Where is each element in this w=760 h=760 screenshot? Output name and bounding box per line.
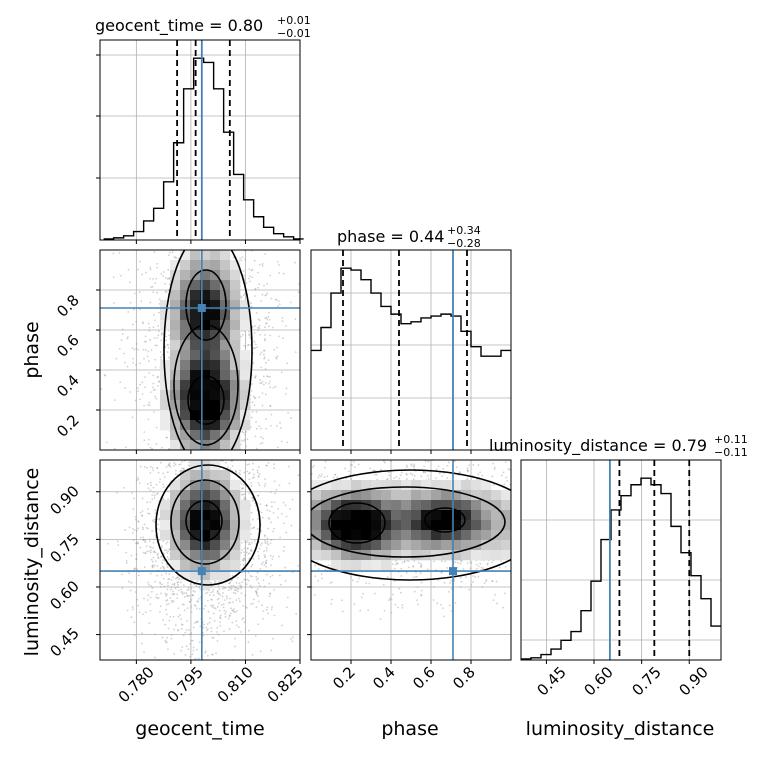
ld-vs-geocent-contour — [185, 500, 223, 542]
ytick-ld-0.75: 0.75 — [46, 530, 82, 566]
xlabel-phase: phase — [381, 718, 438, 740]
xtick-phase-0.8: 0.8 — [449, 663, 479, 693]
geocent-time-histogram-panel — [96, 39, 304, 244]
geocent-time-title-sup: +0.01 — [277, 14, 311, 27]
geocent-time-hist-frame — [99, 39, 301, 241]
luminosity-distance-histogram-panel — [520, 459, 722, 664]
ld-vs-phase-contour — [328, 502, 386, 544]
phase-title: phase = 0.44 — [337, 227, 444, 246]
ytick-ld-0.90: 0.90 — [46, 482, 82, 518]
phase-vs-geocent-time-panel — [96, 249, 301, 454]
ld-vs-phase-density — [311, 480, 511, 571]
phase-hist-histogram-step — [311, 267, 511, 357]
xtick-geo-0.810: 0.810 — [214, 663, 257, 706]
ld-vs-phase-plot-area — [311, 460, 511, 660]
ytick-phase-0.6: 0.6 — [53, 331, 83, 361]
ld-vs-phase-truth-marker — [449, 567, 457, 576]
xtick-geo-0.780: 0.780 — [115, 663, 158, 706]
ylabel-phase: phase — [21, 321, 43, 378]
phase-hist-frame — [310, 249, 512, 451]
ld-vs-phase-frame — [310, 459, 512, 661]
phase-vs-geocent-contour — [187, 375, 225, 425]
ld-vs-geocent-contour — [155, 464, 261, 586]
xtick-ld-0.60: 0.60 — [580, 663, 616, 699]
xtick-geo-0.825: 0.825 — [264, 663, 307, 706]
xtick-geo-0.795: 0.795 — [164, 663, 207, 706]
ytick-ld-0.45: 0.45 — [46, 624, 82, 660]
ytick-phase-0.4: 0.4 — [53, 371, 83, 401]
ld-vs-geocent-frame — [99, 459, 301, 661]
ytick-ld-0.60: 0.60 — [46, 577, 82, 613]
xlabel-geocent-time: geocent_time — [135, 718, 264, 740]
phase-vs-geocent-contour — [163, 250, 253, 450]
xlabel-luminosity-distance: luminosity_distance — [526, 718, 715, 740]
ld-vs-geocent-truth-marker — [197, 567, 206, 576]
ld-vs-phase-contour — [424, 507, 466, 533]
ytick-phase-0.8: 0.8 — [53, 291, 83, 321]
geocent-time-hist-histogram-step — [103, 57, 304, 240]
xtick-ld-0.45: 0.45 — [533, 663, 569, 699]
phase-vs-geocent-contour — [185, 269, 227, 341]
luminosity-distance-hist-histogram-step — [521, 477, 721, 660]
phase-vs-geocent-density — [160, 250, 251, 450]
luminosity-distance-hist-frame — [520, 459, 722, 661]
phase-vs-geocent-contour — [173, 324, 239, 446]
ld-vs-geocent-contour — [170, 479, 240, 565]
xtick-ld-0.75: 0.75 — [628, 663, 664, 699]
phase-vs-geocent-truth-marker — [197, 304, 206, 312]
phase-title-sub: −0.28 — [447, 237, 481, 250]
ld-vs-phase-contour — [311, 486, 506, 558]
luminosity-distance-vs-phase-panel — [307, 459, 512, 664]
ld-vs-phase-contour — [311, 469, 511, 581]
phase-title-sup: +0.34 — [447, 224, 481, 237]
xtick-phase-0.4: 0.4 — [369, 663, 399, 693]
geocent-time-title-sub: −0.01 — [277, 27, 311, 40]
xtick-phase-0.2: 0.2 — [329, 663, 359, 693]
ld-vs-geocent-plot-area — [100, 460, 300, 660]
xtick-phase-0.6: 0.6 — [409, 663, 439, 693]
luminosity-distance-title: luminosity_distance = 0.79 — [489, 436, 707, 456]
luminosity-distance-vs-geocent-time-panel — [96, 459, 301, 664]
ld-vs-geocent-density — [160, 460, 251, 591]
phase-histogram-panel — [310, 249, 512, 454]
ylabel-luminosity-distance: luminosity_distance — [21, 468, 43, 657]
geocent-time-title: geocent_time = 0.80 — [95, 16, 263, 36]
ytick-phase-0.2: 0.2 — [53, 411, 83, 441]
luminosity-distance-title-sub: −0.11 — [714, 446, 748, 459]
luminosity-distance-title-sup: +0.11 — [714, 433, 748, 446]
xtick-ld-0.90: 0.90 — [675, 663, 711, 699]
phase-vs-geocent-frame — [99, 249, 301, 451]
phase-vs-geocent-plot-area — [100, 250, 300, 450]
